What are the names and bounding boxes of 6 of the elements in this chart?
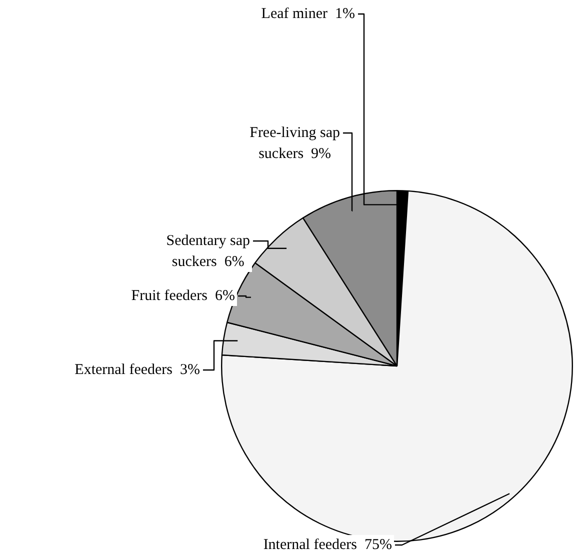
- slice-label: Leaf miner 1%: [261, 6, 356, 22]
- slice-label: Free-living sap suckers 9%: [250, 124, 340, 162]
- slice-label: Internal feeders 75%: [263, 536, 392, 553]
- slice-label: Fruit feeders 6%: [131, 288, 235, 304]
- slice-label: Sedentary sap suckers 6%: [166, 232, 250, 270]
- slice-label: External feeders 3%: [74, 362, 200, 378]
